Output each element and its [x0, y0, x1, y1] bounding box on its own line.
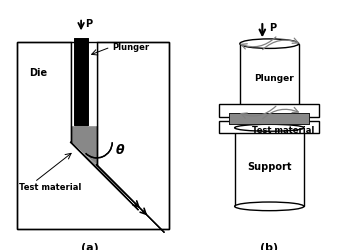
- Text: P: P: [269, 23, 276, 33]
- Bar: [71, 125, 97, 142]
- Text: Die: Die: [29, 68, 47, 78]
- Text: P: P: [85, 20, 93, 30]
- Ellipse shape: [235, 202, 304, 211]
- Ellipse shape: [240, 108, 299, 118]
- Bar: [229, 113, 309, 124]
- Polygon shape: [71, 142, 97, 165]
- Bar: [17, 42, 169, 229]
- Bar: [240, 44, 299, 113]
- Bar: [235, 128, 304, 206]
- Text: θ: θ: [116, 144, 124, 158]
- Ellipse shape: [235, 124, 304, 131]
- Text: Plunger: Plunger: [255, 74, 294, 83]
- Bar: [74, 38, 88, 125]
- Bar: [74, 38, 88, 125]
- Text: Plunger: Plunger: [112, 42, 149, 51]
- Bar: [17, 42, 169, 229]
- Text: (a): (a): [81, 243, 99, 250]
- Bar: [219, 120, 320, 132]
- Bar: [229, 113, 309, 124]
- Text: Support: Support: [247, 162, 292, 172]
- Text: Test material: Test material: [19, 183, 81, 192]
- Text: (b): (b): [260, 243, 278, 250]
- Ellipse shape: [240, 39, 299, 48]
- Text: Test material: Test material: [252, 126, 314, 135]
- Bar: [219, 104, 320, 117]
- Polygon shape: [71, 142, 140, 208]
